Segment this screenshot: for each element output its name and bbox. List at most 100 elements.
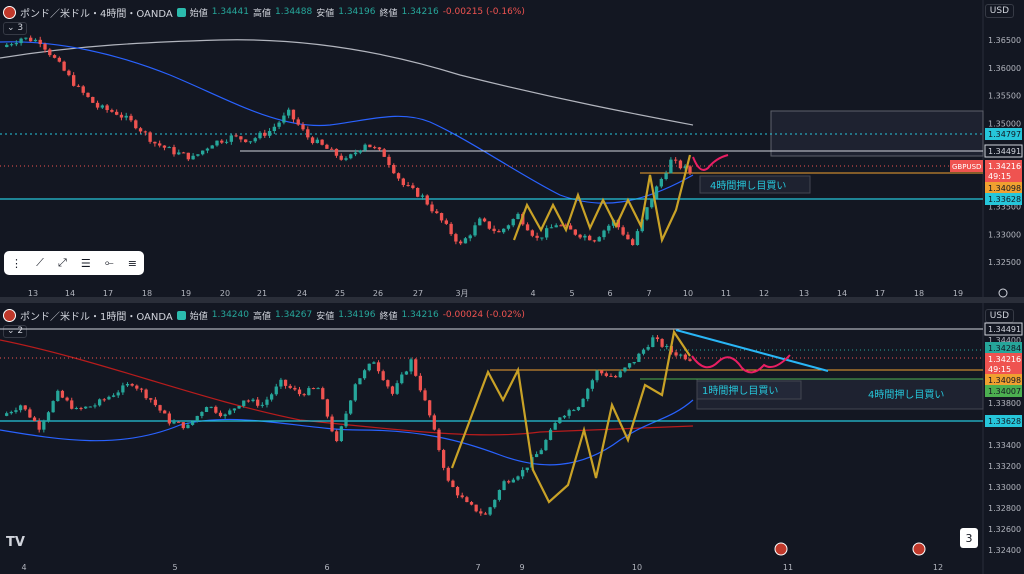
settings-gear-icon[interactable] xyxy=(998,288,1008,298)
candle-body xyxy=(316,388,320,390)
favorite-icon[interactable] xyxy=(176,310,186,320)
pane-separator[interactable] xyxy=(0,297,1024,303)
candle-body xyxy=(111,395,116,397)
fib-tool-icon[interactable]: ☰ xyxy=(80,256,91,270)
candle-body xyxy=(325,144,329,149)
candle-body xyxy=(301,124,305,130)
candle-body xyxy=(114,111,119,115)
candle-body xyxy=(344,158,348,160)
candle-body xyxy=(153,399,158,406)
time-tick-label: 13 xyxy=(28,289,38,298)
trendline-tool-icon[interactable]: ⟋ xyxy=(36,256,44,269)
candle-body xyxy=(578,234,582,238)
candle-body xyxy=(107,396,111,400)
hline-tool-icon[interactable]: ⟜ xyxy=(104,256,114,269)
time-tick-label: 26 xyxy=(373,289,383,298)
candle-body xyxy=(74,408,79,410)
candle-body xyxy=(455,487,460,496)
tag-bg xyxy=(985,353,1022,375)
candle-body xyxy=(56,390,60,402)
candle-body xyxy=(516,213,520,220)
candle-body xyxy=(97,399,102,406)
time-tick-label: 7 xyxy=(475,563,480,572)
bottom-close-label: 終値 xyxy=(379,311,398,322)
candle-body xyxy=(124,115,128,118)
price-tick-label: 1.36500 xyxy=(988,36,1021,45)
candle-body xyxy=(223,414,227,417)
candle-body xyxy=(465,497,469,503)
candle-body xyxy=(214,406,218,413)
candle-body xyxy=(678,160,683,169)
candle-body xyxy=(209,406,213,408)
candle-body xyxy=(553,423,557,430)
bottom-indicator-toggle[interactable]: ⌄ 2 xyxy=(3,325,28,338)
us-event-icon[interactable] xyxy=(774,542,788,556)
candle-body xyxy=(256,399,260,406)
candle-body xyxy=(683,354,687,360)
candle-body xyxy=(302,394,306,396)
ray-tool-icon[interactable]: ⤢ xyxy=(57,256,67,269)
candle-body xyxy=(382,149,386,157)
top-symbol-title[interactable]: ポンド／米ドル・4時間・OANDA xyxy=(20,8,173,20)
top-indicator-toggle[interactable]: ⌄ 3 xyxy=(3,22,28,35)
candle-body xyxy=(544,439,548,451)
us-event-icon[interactable] xyxy=(912,542,926,556)
candle-body xyxy=(386,380,390,387)
candle-body xyxy=(93,405,97,407)
bottom-symbol-title[interactable]: ポンド／米ドル・1時間・OANDA xyxy=(20,311,173,323)
candle-body xyxy=(277,122,281,127)
drag-handle-icon[interactable]: ⋮ xyxy=(11,256,23,270)
candle-body xyxy=(86,92,90,97)
top-high-value: 1.34488 xyxy=(275,7,313,17)
candle-body xyxy=(48,49,52,56)
candle-body xyxy=(525,467,529,471)
candle-body xyxy=(228,410,232,415)
top-low-value: 1.34196 xyxy=(338,7,376,17)
bottom-time-axis[interactable]: 4 5 6 7 9 10 11 12 xyxy=(21,563,943,572)
top-forecast-path[interactable] xyxy=(692,154,729,171)
candle-body xyxy=(269,394,274,400)
bottom-zigzag-pattern[interactable] xyxy=(450,329,691,504)
tag-bg xyxy=(985,193,1022,205)
price-tick-label: 1.32500 xyxy=(988,258,1021,267)
candle-body xyxy=(473,225,477,236)
time-tick-label: 25 xyxy=(335,289,345,298)
candle-body xyxy=(62,61,66,71)
candle-body xyxy=(439,213,444,221)
candle-body xyxy=(267,131,272,136)
top-time-axis[interactable]: 13 14 17 18 19 20 21 24 25 26 27 3月 4 5 6 7 10 11 12 13 14 17… xyxy=(28,289,963,298)
candle-body xyxy=(215,140,219,146)
candle-body xyxy=(246,400,251,402)
bottom-trendline[interactable] xyxy=(675,329,829,372)
candle-body xyxy=(586,388,590,399)
candle-body xyxy=(65,397,69,401)
bottom-forecast-path[interactable] xyxy=(691,354,791,374)
bottom-annotation-4h: 4時間押し目買い xyxy=(868,388,944,401)
candle-body xyxy=(607,225,611,231)
candle-body xyxy=(492,228,496,232)
top-tag-countdown: 49:15 xyxy=(988,172,1011,181)
page-badge[interactable]: 3 xyxy=(960,528,978,548)
candle-body xyxy=(372,362,376,364)
bottom-1h-zone[interactable] xyxy=(696,380,802,400)
time-tick-label: 14 xyxy=(837,289,847,298)
price-tick-label: 1.33800 xyxy=(988,399,1021,408)
drawing-toolbar: ⋮ ⟋ ⤢ ☰ ⟜ ≡ xyxy=(4,251,144,275)
channel-tool-icon[interactable]: ≡ xyxy=(127,256,137,270)
candle-body xyxy=(329,148,334,150)
candle-body xyxy=(469,502,474,505)
price-tick-label: 1.33400 xyxy=(988,441,1021,450)
top-zigzag-pattern[interactable] xyxy=(512,154,692,244)
price-tick-label: 1.33000 xyxy=(988,230,1021,239)
top-currency-button[interactable]: USD xyxy=(984,4,1014,18)
candle-body xyxy=(200,150,205,155)
time-tick-label: 12 xyxy=(759,289,769,298)
favorite-icon[interactable] xyxy=(176,7,186,17)
candle-body xyxy=(430,204,434,212)
price-tick-label: 1.33200 xyxy=(988,462,1021,471)
candle-body xyxy=(224,141,229,143)
candle-body xyxy=(539,450,543,455)
candle-body xyxy=(23,405,27,410)
top-annotation-box[interactable] xyxy=(699,175,811,194)
